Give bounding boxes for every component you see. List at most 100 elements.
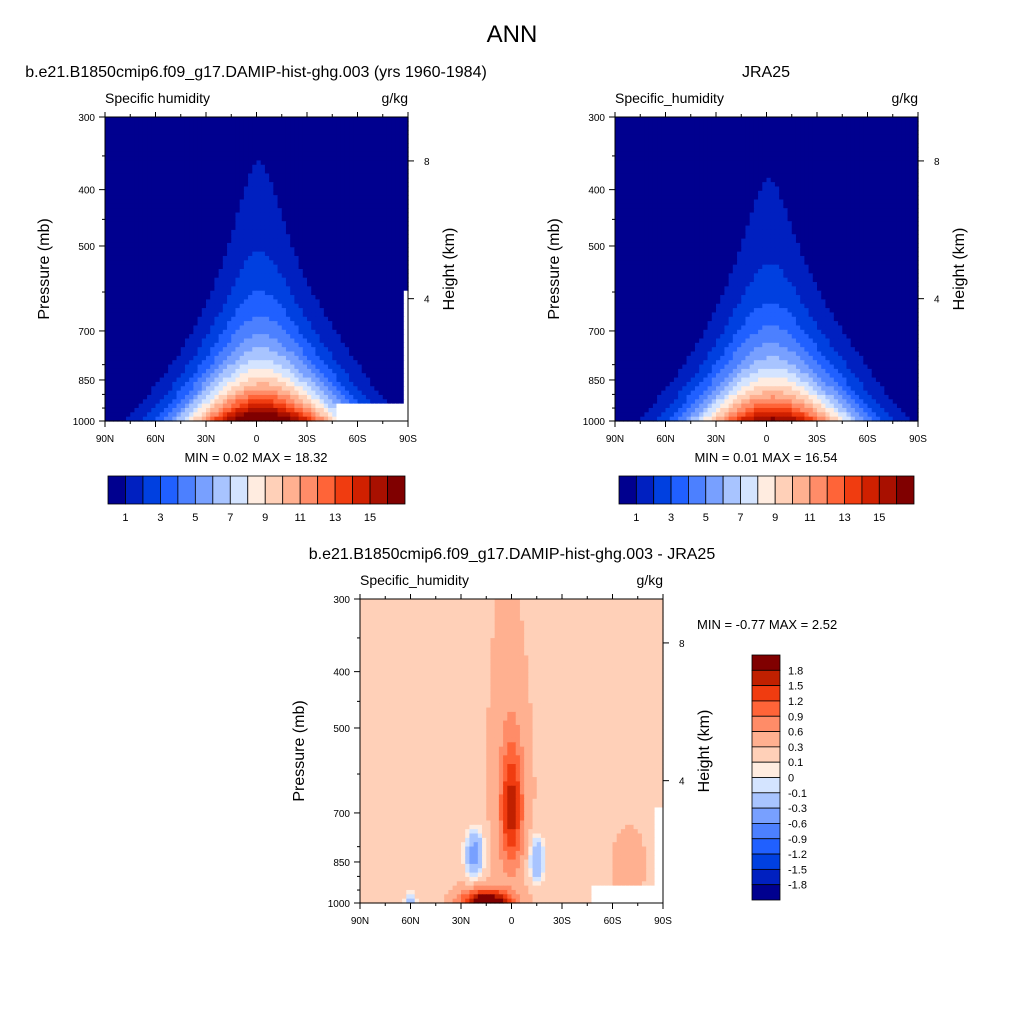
field-cell	[134, 394, 140, 400]
field-cell	[285, 321, 291, 327]
field-cell	[374, 381, 380, 387]
field-cell	[235, 125, 241, 131]
field-cell	[248, 403, 253, 409]
field-cell	[138, 199, 144, 205]
field-cell	[307, 138, 312, 144]
field-cell	[147, 338, 152, 344]
field-cell	[206, 308, 211, 314]
field-cell	[176, 117, 182, 122]
field-cell	[374, 321, 380, 327]
field-cell	[138, 164, 144, 170]
field-cell	[168, 407, 173, 413]
field-cell	[105, 316, 110, 322]
field-cell	[260, 169, 266, 175]
field-cell	[319, 321, 325, 327]
field-cell	[382, 355, 388, 361]
field-cell	[273, 273, 279, 279]
field-cell	[277, 130, 283, 135]
field-cell	[138, 316, 144, 322]
field-cell	[344, 351, 350, 357]
field-cell	[273, 264, 279, 270]
field-cell	[386, 329, 392, 335]
field-cell	[349, 325, 354, 331]
field-cell	[113, 321, 119, 327]
field-cell	[382, 386, 388, 392]
field-cell	[294, 295, 300, 300]
field-cell	[311, 347, 317, 353]
field-cell	[113, 186, 119, 192]
field-cell	[382, 394, 388, 400]
field-cell	[365, 130, 371, 135]
field-cell	[151, 143, 157, 148]
field-cell	[197, 390, 203, 396]
field-cell	[130, 412, 136, 418]
field-cell	[235, 308, 241, 314]
field-cell	[260, 212, 266, 218]
field-cell	[117, 208, 123, 214]
field-cell	[361, 225, 367, 231]
field-cell	[142, 208, 148, 214]
field-cell	[277, 242, 283, 248]
field-cell	[134, 156, 140, 162]
field-cell	[227, 368, 232, 374]
field-cell	[370, 208, 375, 214]
field-cell	[370, 412, 375, 418]
field-cell	[126, 208, 131, 214]
field-cell	[243, 381, 249, 387]
field-cell	[403, 125, 409, 131]
field-cell	[332, 342, 338, 348]
field-cell	[168, 282, 173, 287]
field-cell	[361, 286, 367, 292]
field-cell	[374, 273, 380, 279]
field-cell	[349, 117, 354, 122]
field-cell	[399, 247, 405, 253]
field-cell	[307, 134, 312, 140]
field-cell	[218, 407, 224, 413]
field-cell	[302, 186, 308, 192]
field-cell	[243, 277, 249, 283]
field-cell	[290, 173, 295, 179]
field-cell	[399, 177, 405, 183]
field-cell	[227, 238, 232, 244]
field-cell	[121, 121, 127, 127]
field-cell	[142, 338, 148, 344]
field-cell	[176, 173, 182, 179]
field-cell	[231, 338, 237, 344]
field-cell	[311, 221, 317, 227]
field-cell	[126, 403, 131, 409]
field-cell	[323, 273, 329, 279]
field-cell	[344, 329, 350, 335]
field-cell	[353, 156, 359, 162]
field-cell	[201, 351, 207, 357]
field-cell	[105, 321, 110, 327]
field-cell	[155, 329, 161, 335]
field-cell	[243, 147, 249, 153]
field-cell	[109, 277, 115, 283]
field-cell	[243, 212, 249, 218]
field-cell	[172, 143, 178, 148]
field-cell	[277, 299, 283, 305]
field-cell	[273, 303, 279, 309]
field-cell	[126, 321, 131, 327]
field-cell	[184, 342, 190, 348]
field-cell	[264, 208, 270, 214]
field-cell	[357, 308, 363, 314]
field-cell	[336, 407, 342, 413]
field-cell	[344, 390, 350, 396]
field-cell	[294, 308, 300, 314]
field-cell	[235, 225, 241, 231]
field-cell	[395, 242, 401, 248]
field-cell	[399, 160, 405, 166]
field-cell	[180, 117, 186, 122]
field-cell	[315, 138, 321, 144]
field-cell	[176, 377, 182, 383]
field-cell	[252, 238, 258, 244]
field-cell	[332, 308, 338, 314]
field-cell	[239, 143, 245, 148]
field-cell	[256, 117, 262, 122]
field-cell	[222, 269, 228, 274]
field-cell	[386, 312, 392, 318]
field-cell	[365, 264, 371, 270]
field-cell	[302, 334, 308, 340]
field-cell	[311, 273, 317, 279]
